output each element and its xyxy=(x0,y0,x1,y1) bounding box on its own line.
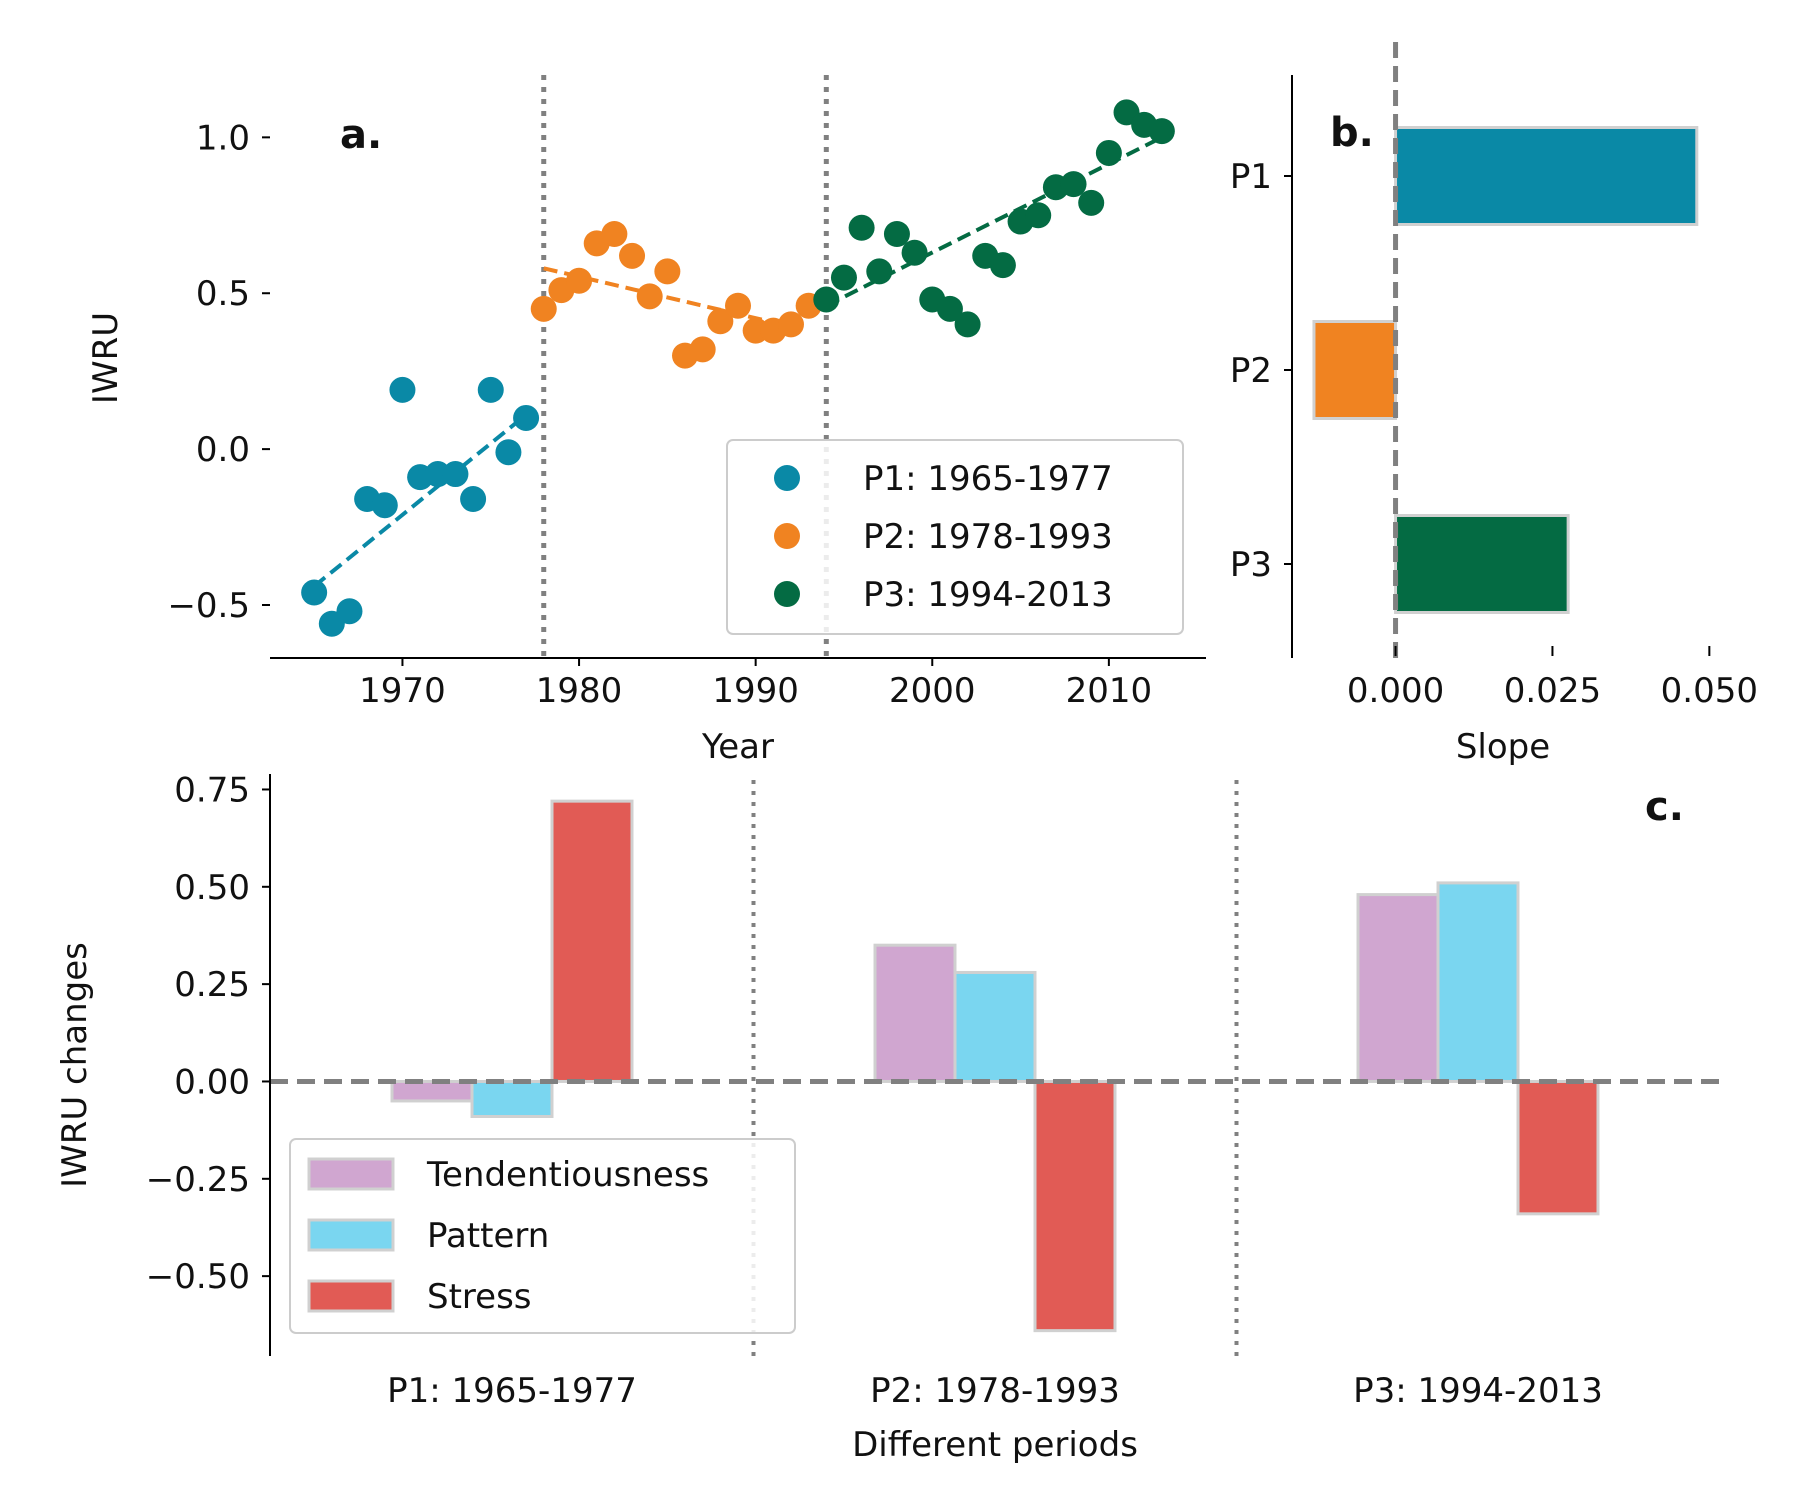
panel-a-point-p2-1978 xyxy=(530,295,557,322)
panel-a-legend-label-3: P3: 1994-2013 xyxy=(863,575,1113,615)
panel-c-y-tick-label-0: 0.75 xyxy=(174,770,250,810)
panel-c-x-category-label-2: P3: 1994-2013 xyxy=(1353,1371,1603,1411)
panel-a-point-p1-1973 xyxy=(442,461,469,488)
panel-c-legend-swatch-stress xyxy=(307,1279,395,1313)
panel-b-x-tick-label-2: 0.050 xyxy=(1661,671,1758,711)
panel-a-point-p3-2002 xyxy=(954,311,981,338)
panel-c-bar-tendentiousness-p2 xyxy=(873,943,957,1083)
panel-a-y-tick-label-0: 1.0 xyxy=(196,118,250,158)
panel-c-y-tick-label-5: −0.50 xyxy=(146,1257,250,1297)
panel-b-x-label: Slope xyxy=(1456,727,1550,767)
panel-a-point-p3-1999 xyxy=(901,239,928,266)
panel-a-point-p1-1977 xyxy=(513,404,540,431)
panel-a-point-p2-1984 xyxy=(636,283,663,310)
panel-c-y-tick-label-3: 0.00 xyxy=(174,1062,250,1102)
panel-a-point-p2-1983 xyxy=(619,242,646,269)
panel-a-point-p1-1976 xyxy=(495,439,522,466)
panel-c-x-label: Different periods xyxy=(852,1425,1138,1465)
panel-a-legend-marker-3 xyxy=(774,581,800,607)
panel-a-legend-marker-2 xyxy=(774,523,800,549)
panel-a-x-tick-label-0: 1970 xyxy=(359,671,446,711)
panel-a-legend: P1: 1965-1977 P2: 1978-1993 P3: 1994-2013 xyxy=(726,439,1184,635)
panel-c-legend-label-stress: Stress xyxy=(427,1277,532,1317)
panel-a-point-p2-1988 xyxy=(707,308,734,335)
panel-a-point-p2-1980 xyxy=(566,267,593,294)
panel-c-y-tick-label-1: 0.50 xyxy=(174,868,250,908)
panel-a-point-p3-1995 xyxy=(830,264,857,291)
panel-a-legend-label-1: P1: 1965-1977 xyxy=(863,459,1113,499)
panel-a-point-p3-2006 xyxy=(1025,202,1052,229)
panel-c-y-tick-label-2: 0.25 xyxy=(174,965,250,1005)
panel-a-point-p1-1969 xyxy=(371,492,398,519)
panel-b-y-tick-label-0: P1 xyxy=(1230,157,1272,197)
panel-b-bar-p2 xyxy=(1312,320,1398,420)
panel-a-point-p2-1992 xyxy=(777,311,804,338)
panel-a-point-p1-1970 xyxy=(389,376,416,403)
panel-a-x-label: Year xyxy=(701,727,774,767)
panel-a-point-p3-2010 xyxy=(1095,139,1122,166)
panel-a-x-tick-label-3: 2000 xyxy=(889,671,976,711)
panel-a-point-p2-1985 xyxy=(654,258,681,285)
panel-b-x-tick-label-1: 0.025 xyxy=(1504,671,1601,711)
panel-c-y-tick-label-4: −0.25 xyxy=(146,1160,250,1200)
panel-a-y-tick-label-1: 0.5 xyxy=(196,274,250,314)
panel-a-point-p3-1997 xyxy=(866,258,893,285)
panel-c-legend-label-pattern: Pattern xyxy=(427,1216,549,1256)
panel-a-point-p3-1996 xyxy=(848,214,875,241)
panel-c-grouped-bars: 0.75 0.50 0.25 0.00 −0.25 −0.50 P1: 1965-1977… xyxy=(55,770,1722,1465)
panel-a-point-p1-1974 xyxy=(460,486,487,512)
panel-a-y-tick-label-2: 0.0 xyxy=(196,430,250,470)
panel-a-point-p3-2008 xyxy=(1060,171,1087,198)
panel-a-x-tick-label-1: 1980 xyxy=(536,671,623,711)
panel-a-legend-label-2: P2: 1978-1993 xyxy=(863,517,1113,557)
panel-a-trend-line-1 xyxy=(312,413,528,588)
panel-c-legend-frame xyxy=(289,1138,796,1334)
panel-a-point-p3-2004 xyxy=(989,252,1016,279)
panel-c-bar-stress-p1 xyxy=(550,799,634,1083)
panel-c-legend-swatch-pattern xyxy=(307,1218,395,1252)
panel-a-point-p3-2009 xyxy=(1078,189,1105,216)
panel-b-slope-bars: P1 P2 P3 0.000 0.025 0.050 Slope b. xyxy=(1230,42,1758,767)
panel-a-point-p1-1965 xyxy=(301,579,328,606)
panel-b-x-tick-label-0: 0.000 xyxy=(1347,671,1444,711)
panel-c-bar-tendentiousness-p1 xyxy=(390,1079,474,1103)
panel-c-bar-pattern-p1 xyxy=(470,1079,554,1119)
panel-a-x-tick-label-4: 2010 xyxy=(1066,671,1153,711)
panel-a-point-p3-2013 xyxy=(1148,118,1175,145)
panel-a-label: a. xyxy=(340,112,382,158)
panel-c-bar-tendentiousness-p3 xyxy=(1356,893,1440,1083)
panel-c-x-category-label-1: P2: 1978-1993 xyxy=(870,1371,1120,1411)
panel-c-bar-stress-p3 xyxy=(1516,1079,1600,1216)
panel-c-legend: Tendentiousness Pattern Stress xyxy=(289,1138,796,1334)
panel-b-y-tick-label-1: P2 xyxy=(1230,351,1272,391)
panel-a-point-p2-1989 xyxy=(725,292,751,319)
panel-b-label: b. xyxy=(1330,110,1374,156)
panel-a-scatter: 1970 1980 1990 2000 2010 1.00.50.0−0.5 Year … xyxy=(86,75,1206,767)
panel-c-y-label: IWRU changes xyxy=(55,942,95,1188)
panel-c-bar-pattern-p3 xyxy=(1436,881,1520,1083)
panel-a-x-tick-label-2: 1990 xyxy=(712,671,799,711)
panel-b-y-tick-label-2: P3 xyxy=(1230,545,1272,585)
panel-a-point-p2-1987 xyxy=(689,336,716,363)
panel-a-y-label: IWRU xyxy=(86,312,126,404)
panel-c-legend-swatch-tendentiousness xyxy=(307,1157,395,1191)
panel-a-legend-marker-1 xyxy=(774,465,800,491)
panel-c-x-category-label-0: P1: 1965-1977 xyxy=(387,1371,637,1411)
panel-a-point-p1-1975 xyxy=(477,376,504,403)
panel-a-y-tick-label-3: −0.5 xyxy=(167,586,250,626)
panel-a-point-p3-2001 xyxy=(936,295,963,322)
panel-c-legend-label-tendentiousness: Tendentiousness xyxy=(426,1155,709,1195)
panel-c-label: c. xyxy=(1645,784,1684,830)
panel-a-point-p2-1982 xyxy=(601,221,628,247)
panel-b-bar-p3 xyxy=(1394,514,1570,614)
panel-b-bar-p1 xyxy=(1394,126,1699,226)
panel-a-legend-frame xyxy=(726,439,1184,635)
panel-a-point-p3-1998 xyxy=(883,221,910,247)
panel-c-bar-pattern-p2 xyxy=(953,970,1037,1083)
panel-a-point-p3-1994 xyxy=(813,286,840,313)
panel-c-bar-stress-p2 xyxy=(1033,1079,1117,1333)
panel-a-point-p1-1967 xyxy=(336,598,363,625)
